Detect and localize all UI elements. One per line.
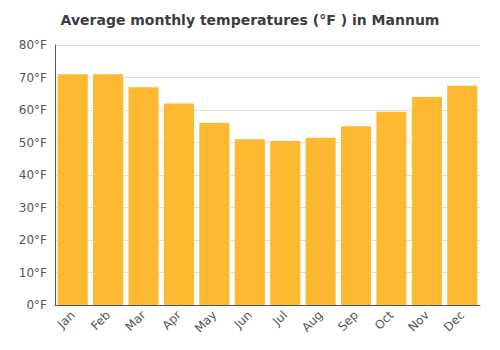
- svg-text:30°F: 30°F: [19, 201, 47, 215]
- svg-text:Apr: Apr: [159, 308, 184, 333]
- svg-text:10°F: 10°F: [19, 266, 47, 280]
- svg-text:Jul: Jul: [269, 308, 290, 329]
- svg-text:Sep: Sep: [335, 308, 361, 334]
- svg-text:Nov: Nov: [405, 308, 431, 334]
- svg-text:80°F: 80°F: [19, 38, 47, 52]
- svg-text:Oct: Oct: [372, 308, 397, 333]
- svg-text:Aug: Aug: [299, 308, 325, 334]
- svg-text:Jan: Jan: [54, 308, 78, 332]
- svg-text:Average monthly temperatures (: Average monthly temperatures (°F ) in Ma…: [61, 12, 440, 28]
- svg-text:Jun: Jun: [231, 308, 255, 332]
- svg-text:Feb: Feb: [88, 308, 113, 333]
- svg-text:70°F: 70°F: [19, 71, 47, 85]
- svg-text:Dec: Dec: [441, 308, 467, 334]
- svg-text:0°F: 0°F: [26, 298, 47, 312]
- svg-text:20°F: 20°F: [19, 233, 47, 247]
- svg-text:May: May: [192, 308, 219, 335]
- svg-text:60°F: 60°F: [19, 103, 47, 117]
- svg-text:50°F: 50°F: [19, 136, 47, 150]
- svg-text:Mar: Mar: [123, 308, 149, 334]
- svg-text:40°F: 40°F: [19, 168, 47, 182]
